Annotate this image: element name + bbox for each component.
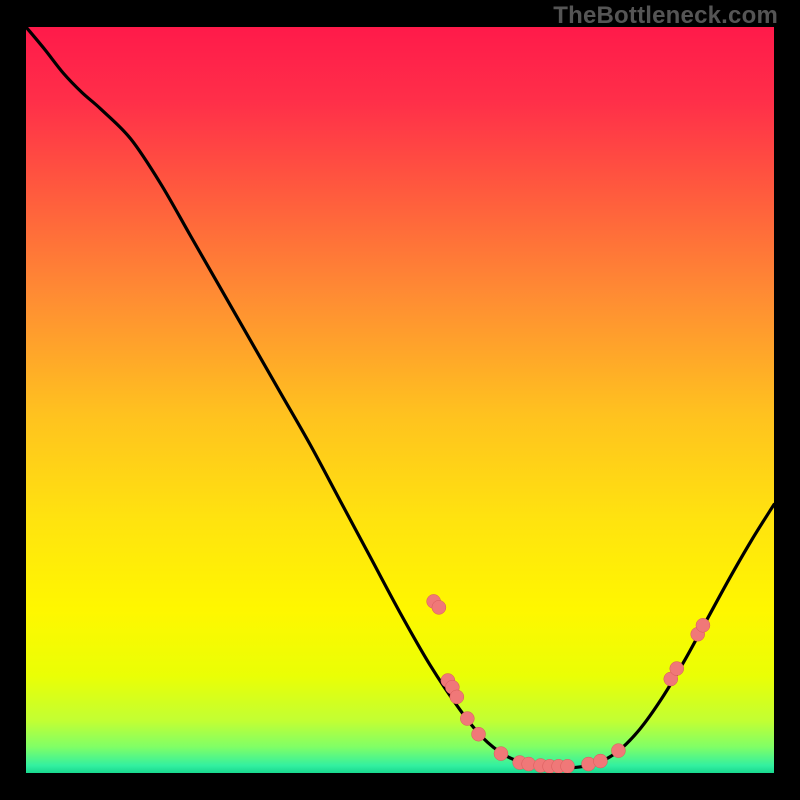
watermark-text: TheBottleneck.com	[553, 2, 778, 30]
scatter-point	[582, 757, 596, 771]
figure-root: { "canvas": { "width": 800, "height": 80…	[0, 0, 800, 800]
scatter-markers	[427, 594, 710, 773]
scatter-point	[611, 744, 625, 758]
scatter-point	[450, 690, 464, 704]
scatter-point	[494, 747, 508, 761]
scatter-point	[472, 727, 486, 741]
scatter-point	[593, 754, 607, 768]
scatter-point	[696, 618, 710, 632]
scatter-point	[460, 712, 474, 726]
scatter-point	[432, 600, 446, 614]
scatter-point	[561, 759, 575, 773]
v-curve-line	[26, 27, 774, 768]
curve-overlay	[26, 27, 774, 773]
plot-area	[26, 27, 774, 773]
scatter-point	[670, 662, 684, 676]
